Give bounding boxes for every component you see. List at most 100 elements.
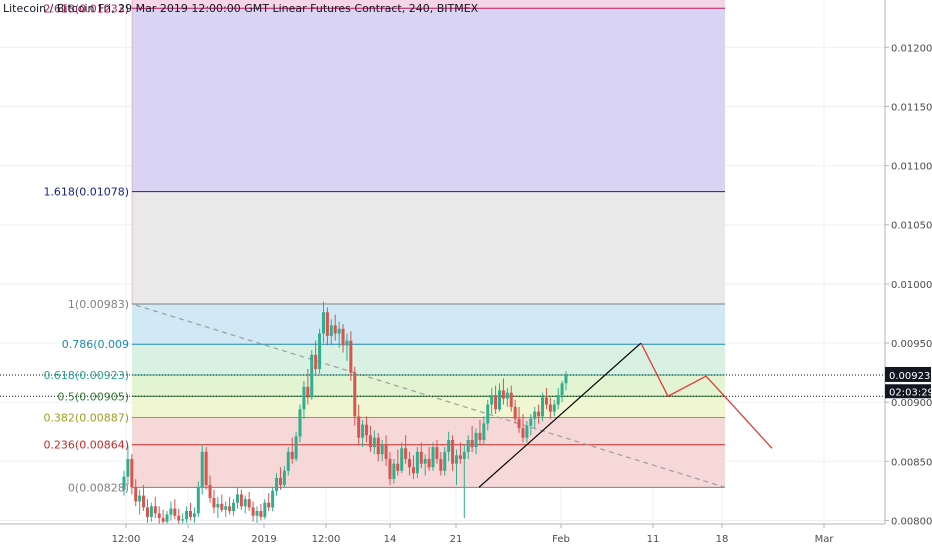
candle-body <box>447 440 451 452</box>
candle <box>392 458 396 484</box>
candle <box>466 435 470 459</box>
candle <box>458 442 462 464</box>
candle-body <box>259 510 263 517</box>
drawing-lines[interactable] <box>0 304 885 488</box>
candle <box>505 387 509 407</box>
candle-body <box>564 374 568 384</box>
candle <box>247 492 251 511</box>
candle-body <box>537 411 541 417</box>
candle <box>177 508 181 524</box>
trendline <box>478 342 642 488</box>
candle <box>431 442 435 471</box>
candle-body <box>314 354 318 370</box>
candle-body <box>494 395 498 410</box>
price-tick-label: 0.01100 <box>891 162 932 173</box>
candle <box>560 380 564 403</box>
candle <box>411 455 415 480</box>
price-tick-label: 0.01000 <box>891 280 932 291</box>
candle <box>341 324 345 353</box>
candle-body <box>302 386 306 410</box>
fib-level-label: 0.382(0.00887) <box>43 412 129 425</box>
candle <box>134 479 138 507</box>
candle <box>228 496 232 515</box>
candle-body <box>329 325 333 336</box>
candle-body <box>415 451 419 474</box>
candle-body <box>212 497 216 508</box>
candle-body <box>458 455 462 459</box>
candle-body <box>474 432 478 448</box>
candle-body <box>181 519 185 521</box>
candle <box>396 449 400 476</box>
candle-body <box>380 444 384 455</box>
candle <box>521 413 525 443</box>
candle <box>544 387 548 410</box>
candle-body <box>349 340 353 373</box>
candle-body <box>548 404 552 412</box>
candle-body <box>228 506 232 511</box>
candle <box>157 506 161 524</box>
candle <box>368 425 372 452</box>
candle-body <box>353 372 357 417</box>
time-tick-label: Feb <box>552 534 570 545</box>
candle <box>278 467 282 490</box>
candle <box>138 489 142 515</box>
candle <box>329 319 333 346</box>
candle <box>490 387 494 414</box>
candle-body <box>243 499 247 507</box>
candle-body <box>517 418 521 429</box>
candle-body <box>235 494 239 503</box>
candle <box>376 432 380 462</box>
countdown-text: 02:03:29 <box>889 387 932 398</box>
candle-body <box>466 440 470 452</box>
candle <box>208 475 212 503</box>
candle-body <box>556 395 560 405</box>
candle-body <box>145 507 149 517</box>
candle <box>318 328 322 374</box>
candle-body <box>513 406 517 419</box>
fib-zone <box>132 417 725 445</box>
candle-body <box>400 448 404 471</box>
candle <box>548 397 552 419</box>
candle-body <box>333 325 337 334</box>
candle-body <box>525 425 529 438</box>
projection-path <box>640 342 773 449</box>
candle <box>314 340 318 377</box>
candle-body <box>208 484 212 498</box>
candle <box>306 369 310 405</box>
time-tick-label: 11 <box>647 534 660 545</box>
candle-body <box>177 515 181 521</box>
candle <box>357 404 361 445</box>
current-price-box <box>885 366 931 382</box>
candle <box>165 510 169 524</box>
fib-zone <box>132 344 725 375</box>
candle-body <box>435 447 439 459</box>
candle-body <box>294 436 298 459</box>
candle-body <box>224 506 228 510</box>
fibonacci-extension[interactable] <box>131 0 725 488</box>
candle-body <box>122 476 126 490</box>
time-tick-label: 24 <box>182 534 195 545</box>
candle <box>216 496 220 519</box>
fib-level-label: 0.236(0.00864) <box>43 439 129 452</box>
candle-body <box>263 502 267 517</box>
candle <box>333 314 337 341</box>
candle-body <box>286 451 290 471</box>
candle-body <box>443 451 447 471</box>
candle <box>263 499 267 520</box>
candle-body <box>544 397 548 405</box>
candle-body <box>560 383 564 396</box>
candle-body <box>509 392 513 407</box>
candle <box>220 494 224 513</box>
candle <box>404 435 408 464</box>
candle-body <box>173 508 177 516</box>
candle <box>259 503 263 521</box>
candle <box>478 419 482 445</box>
candle <box>388 451 392 485</box>
candle <box>494 385 498 414</box>
candle <box>130 454 134 495</box>
time-tick-label: 21 <box>450 534 463 545</box>
candle <box>349 331 353 381</box>
candle <box>501 378 505 405</box>
candle-body <box>169 508 173 515</box>
